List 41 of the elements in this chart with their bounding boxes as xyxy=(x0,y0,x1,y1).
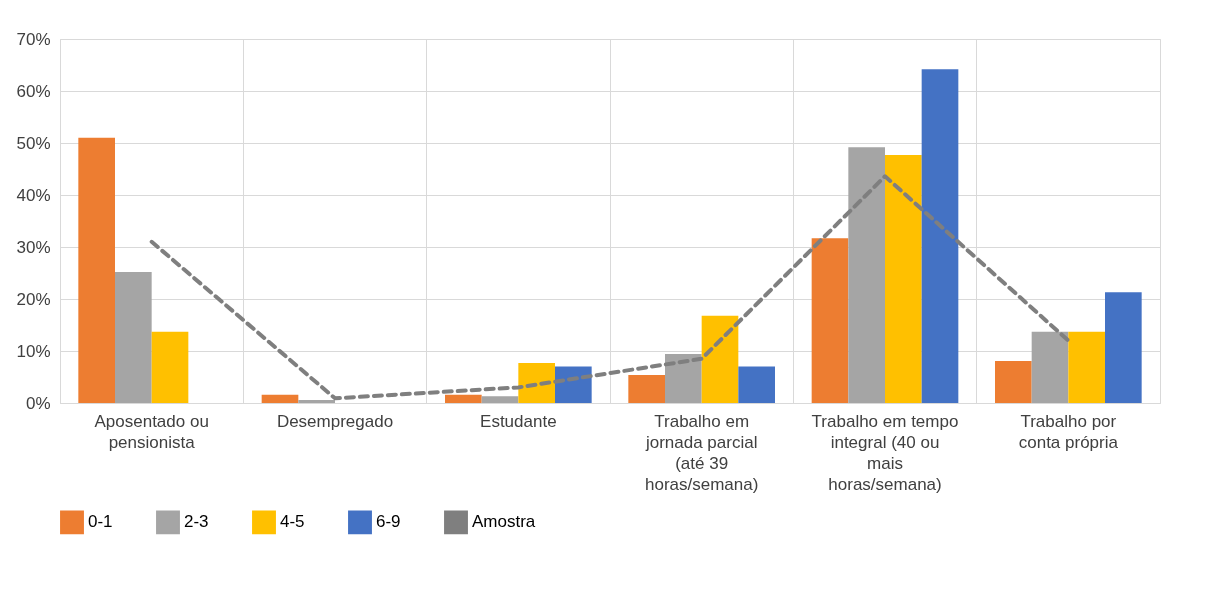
bar xyxy=(445,394,482,403)
bar xyxy=(885,154,922,403)
bar xyxy=(665,354,702,403)
legend-label: 6-9 xyxy=(376,512,401,532)
bar xyxy=(1031,331,1069,403)
y-tick-label: 30% xyxy=(16,237,51,257)
x-tick-label: Trabalho em tempo integral (40 ou mais horas/semana) xyxy=(811,411,959,494)
bar xyxy=(298,399,335,403)
y-tick-label: 50% xyxy=(16,133,51,153)
bar xyxy=(555,366,592,403)
y-tick-label: 20% xyxy=(16,289,51,309)
y-tick-label: 60% xyxy=(16,81,51,101)
legend-label: 4-5 xyxy=(280,512,305,532)
x-tick-label: Trabalho em jornada parcial (até 39 horas/semana) xyxy=(644,411,759,494)
bar xyxy=(995,360,1032,403)
bar xyxy=(151,331,189,403)
legend-label: 2-3 xyxy=(184,512,209,532)
x-tick-label: Trabalho por conta própria xyxy=(1018,411,1119,452)
bar xyxy=(78,137,115,403)
y-tick-label: 40% xyxy=(16,185,51,205)
x-tick-label: Desempregado xyxy=(276,411,394,431)
y-tick-label: 10% xyxy=(16,341,51,361)
x-tick-label: Aposentado ou pensionista xyxy=(94,411,209,452)
x-tick-label: Estudante xyxy=(480,411,557,431)
legend-label: Amostra xyxy=(472,512,536,532)
bar xyxy=(628,374,665,403)
bar xyxy=(115,271,152,403)
bar xyxy=(481,396,519,403)
bar xyxy=(261,394,299,403)
bar xyxy=(848,147,885,403)
bar xyxy=(701,315,739,403)
bar xyxy=(518,362,555,403)
bar xyxy=(921,69,959,403)
bar xyxy=(1105,292,1142,403)
line-series xyxy=(149,174,1071,401)
y-tick-label: 70% xyxy=(16,29,51,49)
y-tick-label: 0% xyxy=(25,393,51,413)
legend-label: 0-1 xyxy=(88,512,113,532)
bar xyxy=(738,366,775,403)
bar xyxy=(811,238,849,403)
bar xyxy=(1068,331,1105,403)
